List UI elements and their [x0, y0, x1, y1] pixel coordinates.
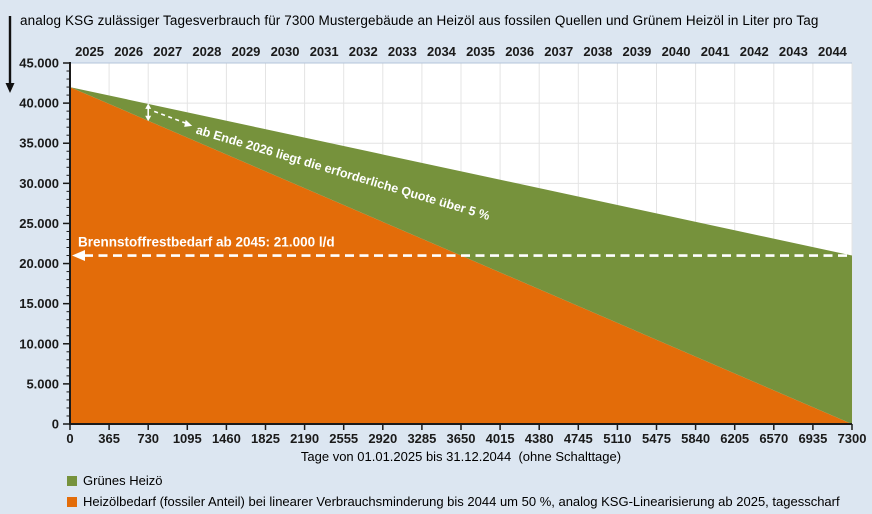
year-label: 2025: [75, 44, 104, 59]
x-axis-title: Tage von 01.01.2025 bis 31.12.2044 (ohne…: [300, 449, 622, 464]
year-label: 2027: [153, 44, 182, 59]
year-label: 2035: [466, 44, 495, 59]
x-tick-label: 2920: [368, 431, 397, 446]
y-tick-label: 45.000: [19, 56, 59, 71]
legend: Grünes Heizö Heizölbedarf (fossiler Ante…: [67, 470, 840, 512]
chart-title: analog KSG zulässiger Tagesverbrauch für…: [20, 13, 819, 28]
legend-item-gruenes-heizoel: Grünes Heizö: [67, 470, 840, 491]
year-label: 2029: [231, 44, 260, 59]
year-label: 2044: [818, 44, 848, 59]
quote-arrowhead-icon: [184, 119, 193, 127]
x-tick-label: 2190: [290, 431, 319, 446]
x-tick-label: 730: [137, 431, 159, 446]
legend-swatch-green-icon: [67, 475, 77, 486]
year-label: 2032: [349, 44, 378, 59]
y-tick-label: 20.000: [19, 256, 59, 271]
x-tick-label: 5475: [642, 431, 671, 446]
year-label: 2038: [583, 44, 612, 59]
y-tick-label: 30.000: [19, 176, 59, 191]
year-label: 2028: [192, 44, 221, 59]
x-tick-label: 2555: [329, 431, 358, 446]
restbedarf-arrowhead-icon: [72, 250, 85, 262]
x-tick-label: 3285: [407, 431, 436, 446]
x-tick-label: 4380: [525, 431, 554, 446]
x-tick-label: 365: [98, 431, 120, 446]
year-label: 2031: [310, 44, 339, 59]
restbedarf-annotation: Brennstoffrestbedarf ab 2045: 21.000 l/d: [78, 235, 335, 250]
x-tick-label: 1095: [173, 431, 202, 446]
gruenes-heizoel-area: [70, 87, 852, 425]
x-tick-label: 6935: [798, 431, 827, 446]
legend-label-heizoelbedarf: Heizölbedarf (fossiler Anteil) bei linea…: [83, 494, 840, 509]
x-tick-label: 0: [66, 431, 73, 446]
year-label: 2041: [701, 44, 730, 59]
year-label: 2039: [622, 44, 651, 59]
legend-label-gruenes-heizoel: Grünes Heizö: [83, 473, 163, 488]
year-label: 2033: [388, 44, 417, 59]
x-tick-label: 6570: [759, 431, 788, 446]
year-label: 2040: [662, 44, 691, 59]
quote-dashed-arrow: [153, 110, 187, 125]
x-tick-label: 3650: [447, 431, 476, 446]
year-label: 2036: [505, 44, 534, 59]
year-label: 2043: [779, 44, 808, 59]
x-tick-label: 4745: [564, 431, 593, 446]
x-tick-label: 1460: [212, 431, 241, 446]
year-label: 2034: [427, 44, 457, 59]
quote-gap-marker-top-arrow-icon: [145, 103, 152, 109]
x-tick-label: 5840: [681, 431, 710, 446]
x-tick-label: 6205: [720, 431, 749, 446]
down-arrow-icon: [5, 16, 15, 93]
y-tick-label: 35.000: [19, 136, 59, 151]
y-tick-label: 10.000: [19, 336, 59, 351]
x-tick-label: 1825: [251, 431, 280, 446]
legend-swatch-orange-icon: [67, 496, 77, 507]
legend-item-heizoelbedarf: Heizölbedarf (fossiler Anteil) bei linea…: [67, 491, 840, 512]
y-tick-label: 25.000: [19, 216, 59, 231]
stacked-area-chart: Brennstoffrestbedarf ab 2045: 21.000 l/d…: [19, 44, 867, 446]
y-tick-label: 0: [52, 417, 59, 432]
year-label: 2030: [271, 44, 300, 59]
x-tick-label: 4015: [486, 431, 515, 446]
year-label: 2042: [740, 44, 769, 59]
y-tick-label: 40.000: [19, 96, 59, 111]
x-tick-label: 7300: [838, 431, 867, 446]
down-arrow-head: [5, 83, 15, 93]
y-tick-label: 5.000: [26, 376, 59, 391]
year-label: 2026: [114, 44, 143, 59]
y-tick-label: 15.000: [19, 296, 59, 311]
x-tick-label: 5110: [603, 431, 631, 446]
quote-gap-marker-bottom-arrow-icon: [145, 115, 152, 122]
year-label: 2037: [544, 44, 573, 59]
